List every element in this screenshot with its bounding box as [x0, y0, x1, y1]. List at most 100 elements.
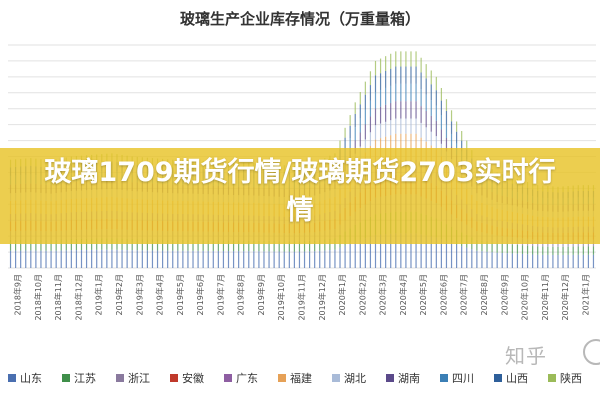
bar-segment-山东	[359, 239, 361, 268]
bar-segment-江苏	[25, 239, 27, 251]
bar-segment-山东	[334, 249, 336, 268]
bar-segment-四川	[359, 118, 361, 133]
bar-segment-山东	[192, 250, 194, 268]
bar-segment-山东	[212, 250, 214, 268]
bar-segment-山东	[273, 251, 275, 268]
bar-segment-山东	[303, 251, 306, 268]
bar-segment-湖北	[395, 118, 397, 134]
bar-segment-山东	[516, 253, 519, 268]
bar-segment-山东	[521, 253, 524, 268]
bar-segment-山东	[111, 249, 113, 268]
bar-segment-山东	[146, 250, 148, 268]
bar-segment-山东	[238, 251, 240, 268]
x-tick-label: 2020年4月	[398, 274, 408, 315]
x-tick-label: 2019年10月	[276, 274, 286, 321]
bar-segment-江苏	[547, 246, 549, 255]
chart-title: 玻璃生产企业库存情况（万重量箱）	[180, 10, 420, 28]
bar-segment-四川	[385, 87, 387, 105]
bar-segment-山东	[349, 243, 351, 268]
bar-segment-山西	[435, 90, 437, 106]
legend-swatch	[494, 374, 502, 382]
legend-swatch	[224, 374, 232, 382]
watermark-logo-icon	[583, 339, 600, 365]
bar-segment-山东	[20, 250, 22, 268]
bar-segment-陕西	[410, 51, 412, 67]
bar-segment-陕西	[364, 81, 366, 95]
bar-segment-江苏	[273, 241, 275, 252]
bar-segment-江苏	[202, 240, 204, 251]
bar-segment-江苏	[288, 241, 290, 252]
x-tick-labels: 2018年9月 2018年10月 2018年11月 2018年12月 2019年1月 20…	[13, 274, 591, 321]
legend-label: 江苏	[74, 372, 96, 385]
bar-segment-湖北	[369, 132, 372, 147]
x-tick-label: 2020年12月	[560, 274, 570, 321]
bar-segment-湖南	[435, 120, 437, 137]
bar-segment-江苏	[283, 241, 285, 252]
bar-segment-山西	[456, 131, 458, 144]
bar-segment-江苏	[582, 246, 584, 255]
bar-segment-陕西	[400, 51, 402, 67]
bar-segment-江苏	[587, 246, 589, 255]
bar-segment-江苏	[182, 239, 184, 251]
bar-segment-湖南	[379, 106, 382, 124]
bar-segment-山东	[450, 242, 453, 268]
bar-segment-山东	[253, 251, 255, 268]
bar-segment-江苏	[268, 240, 270, 252]
bar-segment-陕西	[374, 60, 377, 76]
x-tick-label: 2020年5月	[418, 274, 428, 315]
bar-segment-四川	[369, 100, 372, 117]
legend-swatch	[8, 374, 16, 382]
bar-segment-山东	[592, 254, 595, 268]
bar-segment-福建	[395, 133, 397, 160]
bar-segment-山东	[440, 239, 442, 268]
bar-segment-山东	[395, 233, 397, 268]
bar-segment-四川	[349, 138, 351, 151]
bar-segment-江苏	[521, 245, 524, 254]
bar-segment-山东	[511, 253, 513, 268]
bar-segment-江苏	[141, 239, 143, 251]
bar-segment-陕西	[385, 56, 387, 71]
x-tick-label: 2018年11月	[53, 274, 63, 321]
bar-segment-江苏	[91, 238, 93, 250]
bar-segment-山西	[369, 85, 372, 101]
bar-segment-江苏	[96, 238, 98, 250]
bar-segment-江苏	[222, 240, 225, 252]
bar-segment-山东	[481, 251, 483, 268]
bar-segment-山东	[476, 250, 478, 268]
bar-segment-陕西	[461, 131, 463, 141]
bar-segment-湖北	[430, 131, 432, 146]
bar-segment-湖南	[400, 101, 402, 119]
bar-segment-山东	[70, 250, 72, 268]
x-tick-label: 2019年2月	[114, 274, 124, 315]
bar-segment-山东	[258, 251, 260, 268]
x-tick-label: 2020年1月	[337, 274, 347, 315]
bar-segment-四川	[374, 91, 377, 109]
bar-segment-山东	[131, 250, 133, 268]
bar-segment-江苏	[557, 246, 559, 256]
bar-segment-江苏	[172, 239, 174, 251]
bar-segment-山东	[486, 251, 488, 268]
bar-segment-山东	[425, 235, 427, 268]
bar-segment-江苏	[121, 238, 123, 250]
banner-title: 玻璃1709期货行情/玻璃期货2703实时行情	[44, 157, 556, 226]
legend-label: 广东	[236, 372, 258, 385]
bar-segment-湖北	[385, 121, 387, 137]
bar-segment-陕西	[425, 64, 427, 79]
bar-segment-山东	[35, 250, 37, 268]
bar-segment-江苏	[537, 246, 539, 255]
bar-segment-江苏	[278, 241, 280, 252]
bar-segment-山西	[430, 84, 432, 101]
bar-segment-山西	[445, 110, 448, 125]
bar-segment-江苏	[248, 240, 250, 252]
bar-segment-江苏	[9, 239, 12, 251]
bar-segment-湖南	[369, 116, 372, 133]
bar-segment-江苏	[75, 238, 78, 251]
legend-label: 浙江	[128, 372, 150, 385]
bar-segment-江苏	[101, 238, 103, 250]
bar-segment-山东	[420, 234, 422, 268]
bar-segment-山东	[298, 251, 301, 268]
x-tick-label: 2020年3月	[378, 274, 388, 315]
bar-segment-山西	[379, 73, 382, 90]
bar-segment-山东	[537, 254, 539, 268]
bar-segment-山西	[415, 66, 417, 84]
